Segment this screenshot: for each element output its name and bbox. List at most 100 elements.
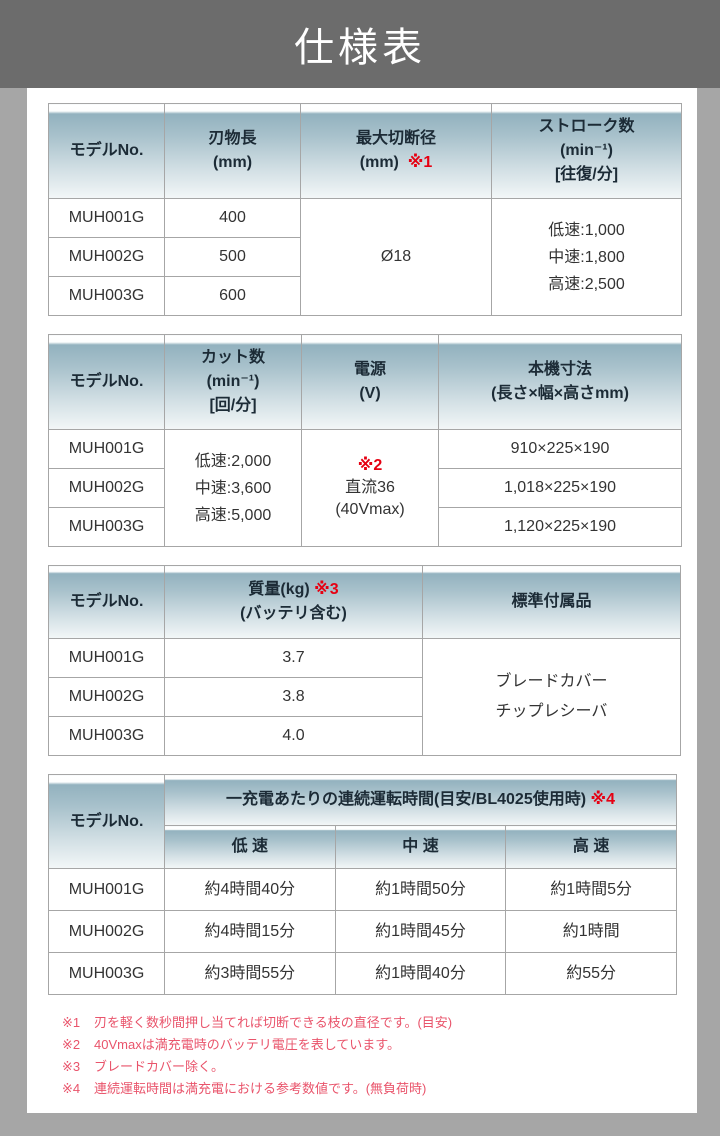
strokes-cell: 低速:1,000 中速:1,800 高速:2,500 [491, 198, 682, 316]
power-value-line2: (40Vmax) [335, 501, 405, 518]
footnote-1: ※1 刃を軽く数秒間押し当てれば切断できる枝の直径です。(目安) [62, 1015, 697, 1030]
header-model-label: モデルNo. [69, 373, 144, 390]
dims-line2: (長さ×幅×高さmm) [491, 385, 629, 402]
runtime-mid-cell: 約1時間50分 [334, 868, 507, 911]
strokes-line3: [往復/分] [554, 166, 619, 183]
table-row: MUH002G 約4時間15分 約1時間45分 約1時間 [48, 910, 677, 953]
speed-mid-label: 中 速 [402, 838, 439, 855]
table-row: MUH001G 約4時間40分 約1時間50分 約1時間5分 [48, 868, 677, 911]
note-ref-3: ※3 [314, 581, 339, 598]
header-speed-mid: 中 速 [334, 825, 507, 869]
table-row: MUH002G 1,018×225×190 [48, 468, 682, 508]
accessories-cell: ブレードカバー チップレシーバ [422, 638, 681, 756]
runtime-title-label: 一充電あたりの連続運転時間(目安/BL4025使用時) [226, 791, 587, 808]
runtime-mid-cell: 約1時間40分 [334, 952, 507, 995]
note-ref-2: ※2 [357, 457, 383, 474]
footnote-2: ※2 40Vmaxは満充電時のバッテリ電圧を表しています。 [62, 1037, 697, 1052]
blade-length-cell: 600 [164, 276, 301, 316]
power-line1: 電源 [353, 361, 386, 378]
title-bar: 仕様表 [0, 0, 720, 88]
footnote-text: 連続運転時間は満充電における参考数値です。(無負荷時) [94, 1081, 427, 1096]
content-panel: モデルNo. 刃物長 (mm) 最大切断径 (mm) ※1 ストローク数 (mi… [27, 88, 697, 1113]
weight-cell: 3.7 [164, 638, 423, 678]
table-row: MUH001G 低速:2,000 中速:3,600 高速:5,000 ※2 直流… [48, 429, 682, 547]
table-row: MUH003G 4.0 [48, 716, 681, 756]
header-accessories: 標準付属品 [422, 565, 681, 639]
max-cut-dia-unit: (mm) [359, 154, 399, 171]
model-cell: MUH001G [48, 868, 165, 911]
runtime-low-cell: 約4時間15分 [164, 910, 336, 953]
note-ref-4: ※4 [590, 791, 615, 808]
max-cut-dia-line1: 最大切断径 [355, 130, 436, 147]
table-row: MUH001G 3.7 ブレードカバー チップレシーバ [48, 638, 681, 756]
header-model-label: モデルNo. [69, 142, 144, 159]
power-cell: ※2 直流36 (40Vmax) [301, 429, 439, 547]
model-cell: MUH003G [48, 507, 165, 547]
runtime-low-cell: 約3時間55分 [164, 952, 336, 995]
weight-cell: 3.8 [164, 677, 423, 717]
model-cell: MUH001G [48, 429, 165, 469]
model-cell: MUH001G [48, 638, 165, 678]
cuts-mid: 中速:3,600 [194, 479, 272, 497]
header-cuts: カット数 (min⁻¹) [回/分] [164, 334, 302, 430]
header-model-label: モデルNo. [69, 812, 144, 830]
spec-table-runtime: モデルNo. 一充電あたりの連続運転時間(目安/BL4025使用時) ※4 低 … [48, 774, 677, 995]
spec-table-cuts: モデルNo. カット数 (min⁻¹) [回/分] 電源 (V) 本機寸法 (長… [48, 334, 682, 547]
note-ref-1: ※1 [407, 154, 433, 171]
table-row: MUH001G 400 Ø18 低速:1,000 中速:1,800 高速:2,5… [48, 198, 682, 316]
strokes-mid: 中速:1,800 [548, 248, 625, 266]
weight-line2: (バッテリ含む) [240, 605, 347, 622]
cuts-cell: 低速:2,000 中速:3,600 高速:5,000 [164, 429, 302, 547]
header-speed-low: 低 速 [164, 825, 336, 869]
blade-length-cell: 400 [164, 198, 301, 238]
blade-length-cell: 500 [164, 237, 301, 277]
header-dimensions: 本機寸法 (長さ×幅×高さmm) [438, 334, 682, 430]
strokes-low: 低速:1,000 [548, 221, 625, 239]
table-row: MUH002G 3.8 [48, 677, 681, 717]
footnote-text: 刃を軽く数秒間押し当てれば切断できる枝の直径です。(目安) [94, 1015, 453, 1030]
speed-low-label: 低 速 [231, 838, 269, 855]
power-value-line1: 直流36 [345, 479, 395, 496]
strokes-high: 高速:2,500 [548, 275, 625, 293]
spec-table-strokes: モデルNo. 刃物長 (mm) 最大切断径 (mm) ※1 ストローク数 (mi… [48, 103, 682, 316]
header-speed-high: 高 速 [505, 825, 677, 869]
model-cell: MUH002G [48, 910, 165, 953]
model-cell: MUH003G [48, 952, 165, 995]
runtime-high-cell: 約1時間 [505, 910, 677, 953]
strokes-line1: ストローク数 [538, 118, 635, 135]
max-cut-dia-cell: Ø18 [300, 198, 492, 316]
footnote-mark: ※1 [62, 1015, 81, 1030]
header-model: モデルNo. [48, 334, 165, 430]
accessories-label: 標準付属品 [511, 593, 592, 610]
runtime-mid-cell: 約1時間45分 [334, 910, 507, 953]
header-power: 電源 (V) [301, 334, 439, 430]
weight-cell: 4.0 [164, 716, 423, 756]
table-header-row: モデルNo. 一充電あたりの連続運転時間(目安/BL4025使用時) ※4 [48, 774, 677, 869]
footnotes: ※1 刃を軽く数秒間押し当てれば切断できる枝の直径です。(目安) ※2 40Vm… [62, 1015, 697, 1096]
dimensions-cell: 1,018×225×190 [438, 468, 682, 508]
header-model: モデルNo. [48, 774, 165, 869]
blade-length-line2: (mm) [212, 154, 253, 171]
footnote-mark: ※3 [62, 1059, 81, 1074]
runtime-high-cell: 約55分 [505, 952, 677, 995]
speed-high-label: 高 速 [572, 838, 610, 855]
footnote-4: ※4 連続運転時間は満充電における参考数値です。(無負荷時) [62, 1081, 697, 1096]
table-header-row: モデルNo. 刃物長 (mm) 最大切断径 (mm) ※1 ストローク数 (mi… [48, 103, 682, 199]
model-cell: MUH003G [48, 716, 165, 756]
cuts-high: 高速:5,000 [194, 506, 272, 524]
footnote-text: ブレードカバー除く。 [94, 1059, 225, 1074]
strokes-line2: (min⁻¹) [560, 142, 613, 159]
table-header-row: モデルNo. 質量(kg) ※3 (バッテリ含む) 標準付属品 [48, 565, 681, 639]
cuts-low: 低速:2,000 [194, 452, 272, 470]
dimensions-cell: 910×225×190 [438, 429, 682, 469]
spec-table-weight: モデルNo. 質量(kg) ※3 (バッテリ含む) 標準付属品 MUH001G … [48, 565, 681, 756]
footnote-mark: ※2 [62, 1037, 81, 1052]
page-title: 仕様表 [294, 26, 426, 70]
cuts-line3: [回/分] [209, 397, 257, 414]
footnote-mark: ※4 [62, 1081, 81, 1096]
table-row: MUH003G 約3時間55分 約1時間40分 約55分 [48, 952, 677, 995]
header-model-label: モデルNo. [69, 593, 144, 610]
table-row: MUH003G 600 [48, 276, 682, 316]
header-weight: 質量(kg) ※3 (バッテリ含む) [164, 565, 423, 639]
